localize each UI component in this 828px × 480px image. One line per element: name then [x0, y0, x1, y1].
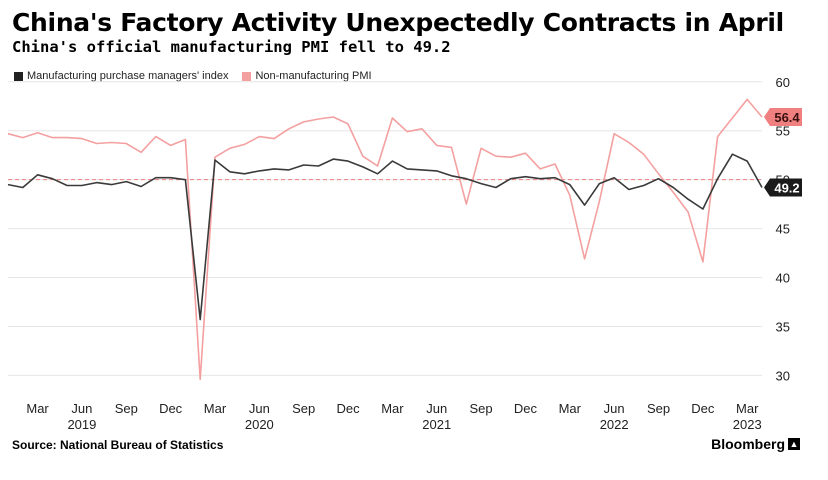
bloomberg-chat-icon: ▲ [788, 438, 800, 450]
legend-item-non-manufacturing: Non-manufacturing PMI [242, 70, 372, 82]
x-tick-label: Jun [71, 401, 92, 416]
y-tick-label: 55 [776, 124, 790, 139]
manufacturing-pmi-line [7, 153, 763, 321]
x-year-label: 2019 [67, 417, 96, 432]
x-tick-label: Sep [115, 401, 138, 416]
x-year-label: 2021 [422, 417, 451, 432]
end-label-non-manufacturing-bg [764, 108, 802, 127]
legend-swatch-manufacturing [14, 71, 23, 81]
source-note: Source: National Bureau of Statistics [12, 438, 224, 452]
x-tick-label: Dec [159, 401, 183, 416]
x-tick-label: Dec [514, 401, 538, 416]
legend-label-non-manufacturing: Non-manufacturing PMI [255, 70, 372, 82]
x-year-label: 2022 [600, 417, 629, 432]
x-tick-label: Dec [336, 401, 360, 416]
x-tick-label: Sep [647, 401, 670, 416]
x-tick-label: Mar [736, 401, 759, 416]
y-tick-label: 35 [776, 319, 790, 334]
end-label-manufacturing-bg [764, 178, 802, 197]
brand-logo: Bloomberg ▲ [711, 436, 800, 452]
x-tick-label: Sep [470, 401, 493, 416]
brand-name: Bloomberg [711, 436, 785, 452]
chart-title: China's Factory Activity Unexpectedly Co… [12, 8, 784, 37]
end-label-manufacturing: 49.2 [774, 180, 799, 195]
y-tick-label: 45 [776, 222, 790, 237]
legend-label-manufacturing: Manufacturing purchase managers' index [27, 70, 229, 82]
y-tick-label: 60 [776, 75, 790, 90]
legend-item-manufacturing: Manufacturing purchase managers' index [14, 70, 228, 82]
non-manufacturing-pmi-line [7, 98, 763, 381]
x-year-label: 2020 [245, 417, 274, 432]
x-year-label: 2023 [733, 417, 762, 432]
x-tick-label: Jun [249, 401, 270, 416]
x-tick-label: Mar [204, 401, 227, 416]
chart-legend: Manufacturing purchase managers' index N… [14, 70, 372, 82]
x-tick-label: Mar [26, 401, 49, 416]
x-tick-label: Mar [559, 401, 582, 416]
end-label-non-manufacturing: 56.4 [774, 110, 800, 125]
x-tick-label: Jun [604, 401, 625, 416]
legend-swatch-non-manufacturing [242, 71, 252, 81]
x-tick-label: Dec [691, 401, 715, 416]
x-tick-label: Sep [292, 401, 315, 416]
x-tick-label: Jun [426, 401, 447, 416]
chart-subtitle: China's official manufacturing PMI fell … [12, 38, 451, 56]
x-tick-label: Mar [381, 401, 404, 416]
y-tick-label: 40 [776, 271, 790, 286]
y-tick-label: 30 [776, 368, 790, 383]
